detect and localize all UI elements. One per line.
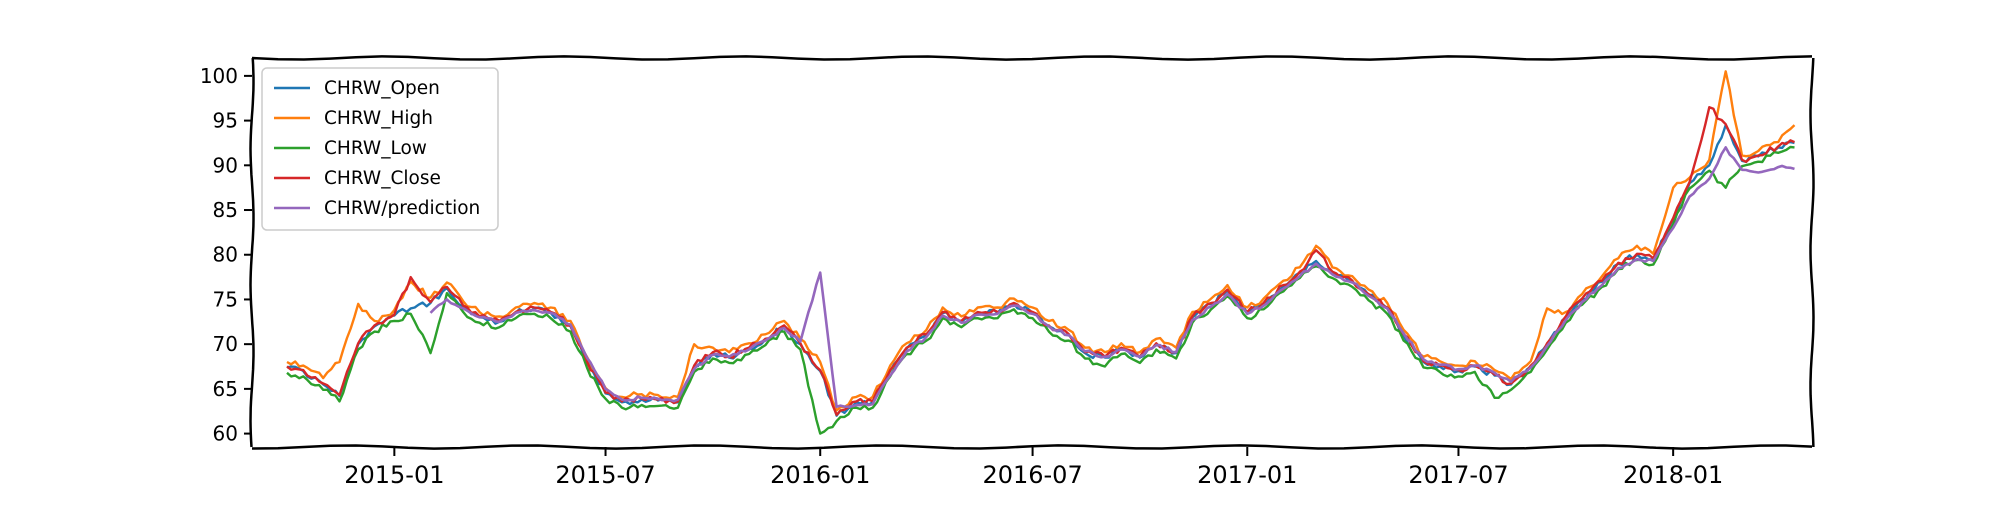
series-line-chrw-low: [286, 145, 1795, 435]
y-tick-label: 80: [213, 243, 238, 267]
series-line-chrw-prediction: [429, 146, 1795, 409]
y-tick-label: 70: [213, 332, 238, 356]
y-tick-label: 75: [213, 287, 238, 311]
legend-label-chrw-prediction: CHRW/prediction: [324, 198, 480, 219]
plot-frame: [249, 55, 1815, 450]
series-line-chrw-open: [286, 123, 1795, 417]
y-tick-label: 100: [200, 64, 238, 88]
x-tick-label: 2016-01: [770, 461, 870, 489]
legend-label-chrw-low: CHRW_Low: [324, 138, 427, 159]
x-tick-label: 2018-01: [1623, 461, 1723, 489]
series-line-chrw-close: [286, 106, 1795, 416]
y-tick-label: 65: [213, 377, 238, 401]
series-lines: [286, 70, 1796, 435]
x-tick-label: 2017-07: [1408, 461, 1508, 489]
series-line-chrw-high: [286, 70, 1796, 412]
x-tick-label: 2015-07: [555, 461, 655, 489]
y-tick-label: 95: [213, 109, 238, 133]
y-axis: 60 65 70 75 80 85 90 95 100: [200, 64, 252, 446]
legend-box: [261, 67, 499, 231]
legend-label-chrw-open: CHRW_Open: [324, 78, 440, 99]
y-tick-label: 85: [213, 198, 238, 222]
legend-label-chrw-close: CHRW_Close: [324, 168, 441, 189]
x-tick-label: 2017-01: [1197, 461, 1297, 489]
legend: CHRW_Open CHRW_High CHRW_Low CHRW_Close CHRW…: [261, 67, 499, 231]
y-tick-label: 60: [213, 422, 238, 446]
y-tick-label: 90: [213, 153, 238, 177]
x-tick-label: 2016-07: [982, 461, 1082, 489]
legend-label-chrw-high: CHRW_High: [324, 108, 433, 129]
x-axis: 2015-01 2015-07 2016-01 2016-07 2017-01 2017-…: [344, 447, 1723, 489]
x-tick-label: 2015-01: [344, 461, 444, 489]
